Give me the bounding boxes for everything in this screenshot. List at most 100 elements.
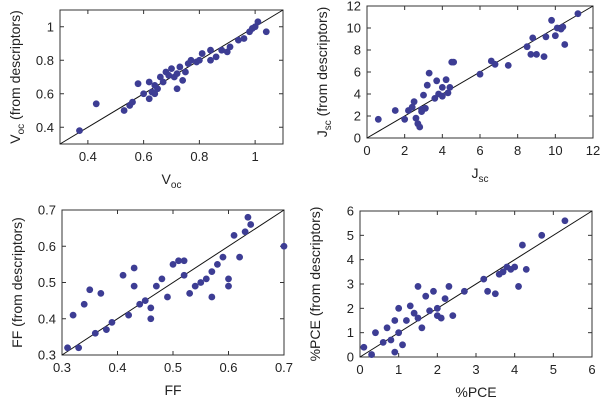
data-point [207, 56, 214, 64]
identity-line [359, 210, 593, 358]
data-point [418, 108, 426, 115]
data-point [449, 312, 457, 320]
data-point [399, 341, 406, 349]
data-point [445, 283, 453, 290]
data-point [527, 51, 535, 58]
data-point [230, 231, 238, 239]
y-tick-label: 0.7 [38, 203, 56, 218]
data-point [145, 78, 153, 86]
data-point [519, 241, 526, 249]
data-point [141, 297, 149, 305]
data-point [64, 344, 71, 352]
data-point [152, 282, 160, 290]
y-axis-label-suffix: (from descriptors) [314, 7, 330, 121]
data-point [374, 115, 382, 123]
x-tick-label: 10 [548, 143, 562, 158]
data-point [391, 107, 399, 114]
x-tick-label: 1 [252, 149, 259, 164]
x-tick-label: 0.4 [108, 360, 126, 375]
data-point [368, 351, 375, 358]
x-tick-label: 6 [476, 143, 483, 158]
data-point [254, 18, 262, 26]
y-tick-label: 1 [347, 325, 354, 340]
data-point [542, 33, 550, 41]
data-point [533, 51, 540, 58]
data-point [491, 60, 499, 68]
data-point [168, 65, 175, 73]
x-axis-label: Voc [162, 171, 182, 191]
x-axis-label: Jsc [472, 165, 489, 185]
data-point [461, 287, 468, 295]
data-point [212, 53, 220, 61]
data-point [147, 304, 155, 312]
data-point [236, 253, 244, 261]
x-tick-label: 2 [401, 143, 408, 158]
data-point [529, 34, 537, 42]
x-tick-label: 5 [550, 362, 557, 377]
x-tick-label: 4 [439, 143, 446, 158]
data-point [511, 263, 519, 271]
data-point [241, 228, 249, 236]
data-point [446, 84, 454, 91]
y-axis-label-suffix: (from descriptors) [9, 217, 25, 331]
y-axis-label: Voc (from descriptors) [7, 10, 27, 143]
data-point [140, 90, 148, 98]
data-point [476, 70, 484, 78]
data-point [136, 300, 144, 308]
data-point [561, 41, 569, 48]
data-point [197, 279, 205, 286]
data-point [219, 253, 227, 261]
y-tick-label: 0.4 [38, 311, 56, 326]
data-point [450, 58, 458, 66]
x-axis-label-base: FF [164, 382, 181, 398]
y-tick-label: 2 [347, 301, 354, 316]
y-tick-label: 6 [347, 204, 354, 219]
data-point [430, 287, 437, 295]
data-point [379, 339, 387, 346]
y-axis-label-base: FF [9, 331, 25, 348]
x-tick-label: 0.6 [135, 149, 153, 164]
data-point [130, 264, 138, 272]
x-tick-label: 0.5 [164, 360, 182, 375]
x-tick-label: 0 [363, 143, 370, 158]
data-point [154, 85, 161, 93]
data-point [360, 343, 368, 351]
y-tick-label: 6 [354, 65, 361, 80]
y-tick-label: 12 [347, 0, 361, 14]
data-point [151, 90, 159, 98]
y-axis-label: %PCE (from descriptors) [307, 207, 323, 362]
y-axis-label: Jsc (from descriptors) [314, 7, 334, 138]
y-axis-label-suffix: (from descriptors) [7, 10, 23, 124]
y-tick-label: 4 [347, 252, 354, 267]
data-point [173, 85, 181, 93]
data-point [208, 268, 216, 276]
data-point [574, 10, 582, 18]
data-point [145, 95, 153, 103]
data-point [418, 324, 426, 332]
y-tick-label: 1 [47, 19, 54, 34]
data-point [395, 329, 403, 337]
data-point [414, 314, 422, 322]
data-point [235, 36, 242, 44]
y-tick-label: 4 [354, 87, 361, 102]
y-tick-label: 0.6 [38, 239, 56, 254]
data-point [499, 268, 507, 276]
x-axis-label-subscript: oc [171, 180, 182, 191]
x-tick-label: 0.3 [53, 360, 71, 375]
data-point [208, 293, 216, 301]
y-tick-label: 0.4 [36, 120, 54, 135]
x-tick-label: 0.7 [275, 360, 293, 375]
data-point [551, 32, 559, 40]
y-tick-label: 3 [347, 277, 354, 292]
data-point [441, 295, 449, 302]
data-point [191, 282, 199, 290]
data-point [169, 260, 177, 268]
data-point [103, 326, 110, 334]
data-point [214, 260, 221, 268]
data-point [225, 282, 232, 290]
data-point [548, 16, 555, 24]
data-point [438, 92, 446, 100]
y-tick-label: 0.6 [36, 86, 54, 101]
